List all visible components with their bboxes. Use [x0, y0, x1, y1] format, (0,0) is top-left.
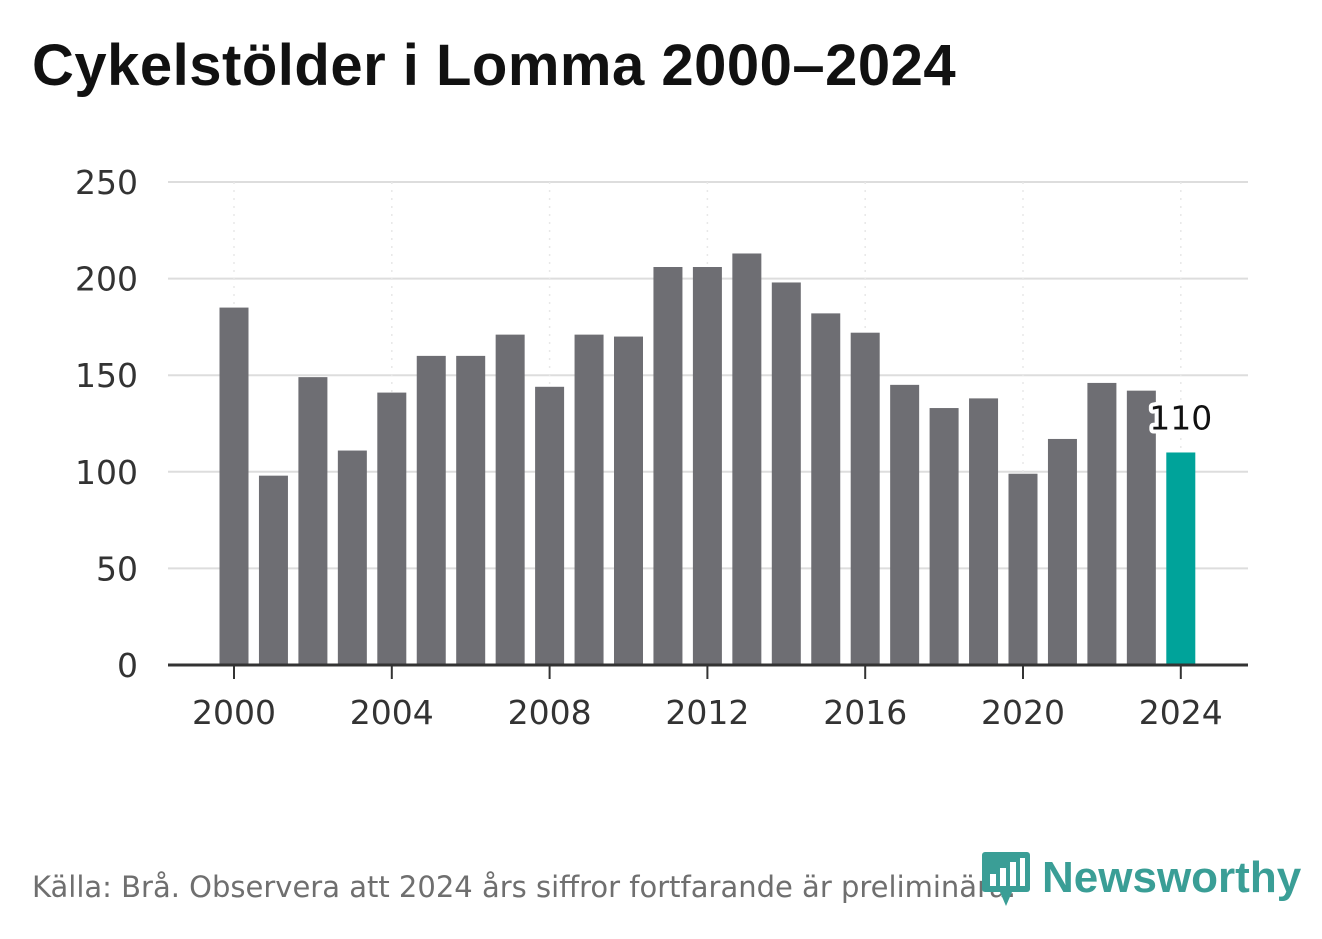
brand-name: Newsworthy	[1042, 853, 1302, 902]
bar-2023	[1126, 390, 1156, 665]
bar-2007	[495, 334, 525, 665]
y-tick-label: 250	[75, 163, 138, 202]
y-tick-label: 50	[96, 549, 138, 588]
bar-2002	[298, 377, 328, 665]
bar-2012	[692, 267, 722, 665]
bar-2021	[1047, 438, 1077, 665]
bar-2008	[535, 386, 565, 665]
bar-2019	[969, 398, 999, 665]
bar-2006	[456, 355, 486, 665]
bar-2003	[337, 450, 367, 665]
chart-title: Cykelstölder i Lomma 2000–2024	[32, 33, 957, 98]
y-tick-label: 200	[75, 260, 138, 299]
x-tick-label: 2008	[508, 693, 592, 732]
x-tick-label: 2004	[350, 693, 434, 732]
y-tick-label: 0	[117, 646, 138, 685]
bar-2014	[771, 282, 801, 665]
bar-2018	[929, 408, 959, 665]
x-tick-label: 2012	[665, 693, 749, 732]
y-tick-label: 150	[75, 356, 138, 395]
data-label: 110	[1149, 398, 1212, 437]
bar-2016	[850, 332, 880, 665]
x-tick-label: 2000	[192, 693, 276, 732]
bar-2009	[574, 334, 604, 665]
bar-2020	[1008, 473, 1038, 665]
bar-2004	[377, 392, 407, 665]
bar-2022	[1087, 382, 1117, 665]
bar-2024	[1166, 452, 1196, 665]
bar-2013	[732, 253, 762, 665]
bar-2005	[416, 355, 446, 665]
bar-2001	[258, 475, 288, 665]
data-label-halo: 110	[1149, 398, 1212, 437]
newsworthy-logo: Newsworthy	[982, 848, 1301, 908]
x-axis-ticks: 2000 2004 2008 2012 2016 2020 2024	[192, 665, 1223, 732]
bar-2011	[653, 267, 683, 665]
y-axis-ticks: 0 50 100 150 200 250	[75, 163, 138, 685]
bars	[219, 253, 1196, 665]
x-tick-label: 2024	[1139, 693, 1223, 732]
x-tick-label: 2020	[981, 693, 1065, 732]
y-tick-label: 100	[75, 453, 138, 492]
bar-2010	[614, 336, 643, 665]
source-note: Källa: Brå. Observera att 2024 års siffr…	[32, 870, 1016, 904]
bar-2017	[890, 384, 920, 665]
x-tick-label: 2016	[823, 693, 907, 732]
newsworthy-logo-icon	[982, 852, 1030, 906]
bar-2000	[219, 307, 249, 665]
bar-2015	[811, 313, 841, 665]
